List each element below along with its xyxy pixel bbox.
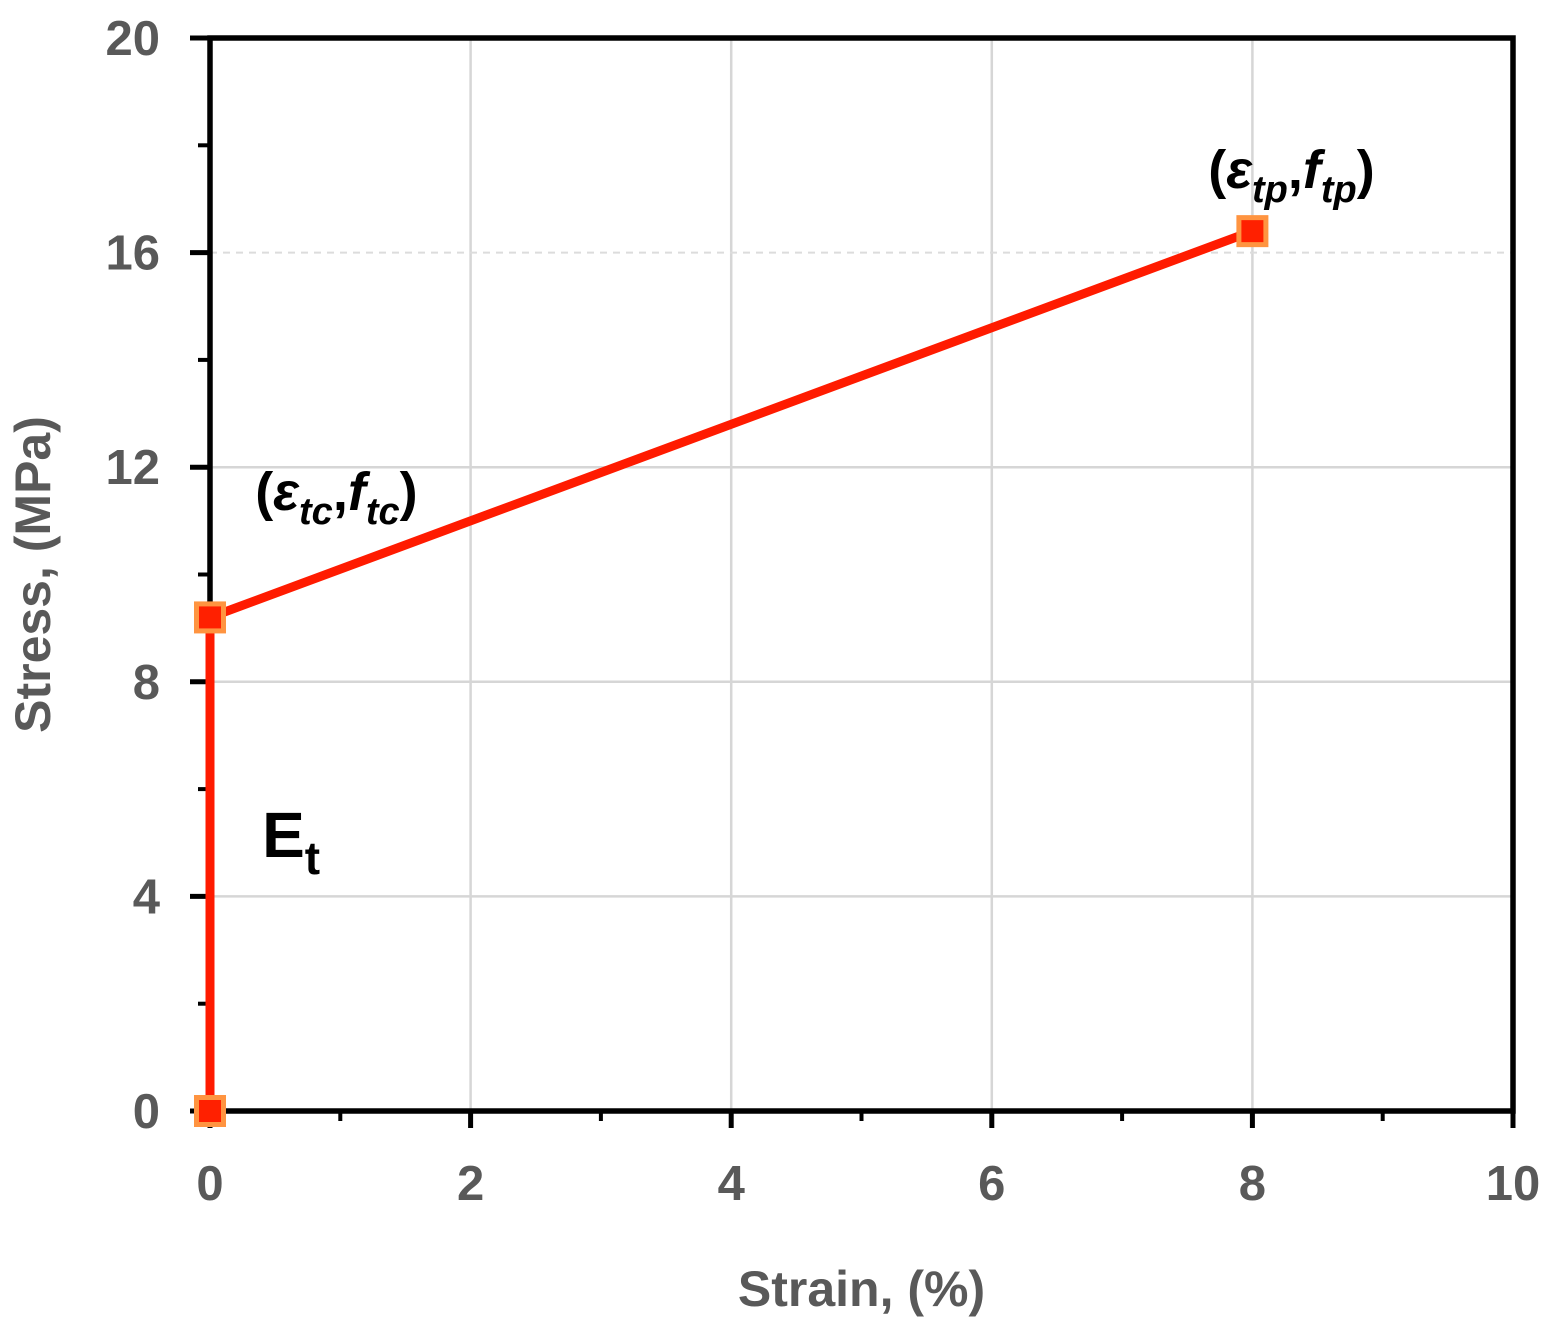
- data-point-marker: [194, 1095, 226, 1127]
- x-tick-label: 8: [1239, 1157, 1266, 1211]
- y-tick-label: 12: [105, 441, 160, 495]
- data-point-marker: [1236, 215, 1269, 248]
- peak-point-label: (εtp,ftp): [1208, 140, 1375, 211]
- y-axis-title: Stress, (MPa): [5, 416, 61, 733]
- y-tick-label: 8: [133, 656, 160, 710]
- data-point-marker: [194, 601, 226, 634]
- x-tick-label: 10: [1486, 1157, 1541, 1211]
- y-tick-label: 4: [133, 870, 160, 924]
- y-tick-label: 16: [105, 227, 160, 281]
- x-axis-title: Strain, (%): [738, 1261, 985, 1317]
- cracking-point-label: (εtc,ftc): [255, 462, 417, 533]
- y-tick-label: 20: [105, 12, 160, 66]
- x-tick-label: 4: [718, 1157, 745, 1211]
- x-tick-label: 0: [196, 1157, 223, 1211]
- x-tick-label: 2: [457, 1157, 484, 1211]
- x-tick-label: 6: [978, 1157, 1005, 1211]
- tensile-modulus-label: Et: [262, 799, 320, 884]
- y-tick-label: 0: [133, 1085, 160, 1139]
